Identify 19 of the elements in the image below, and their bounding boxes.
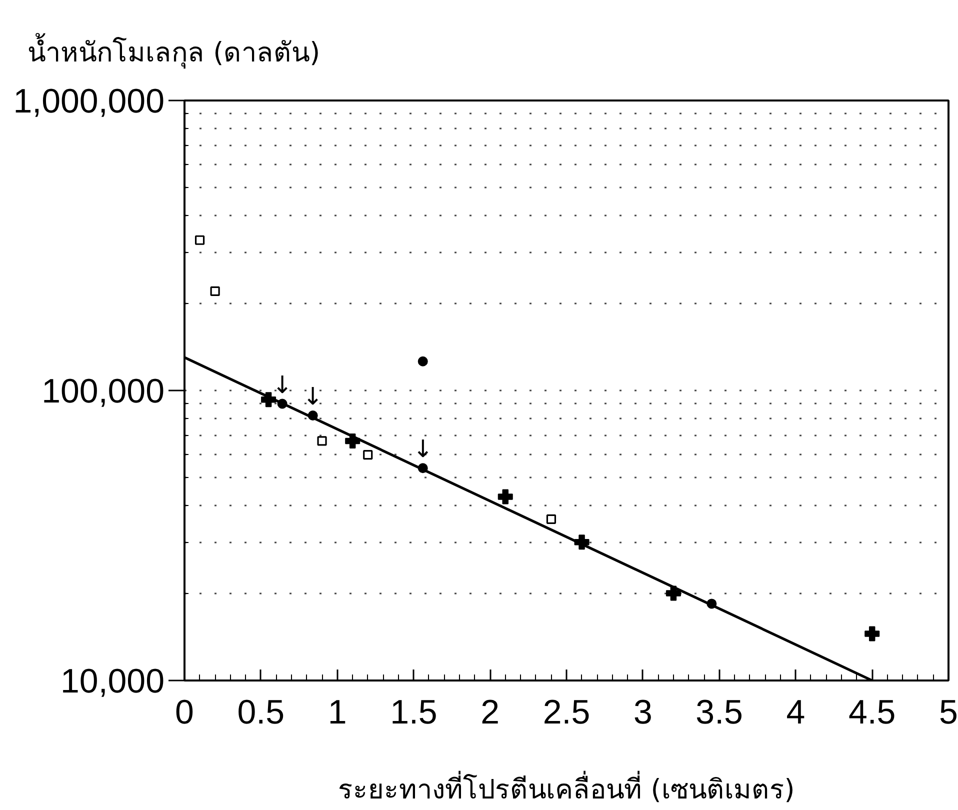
x-tick-label: 0.5 [237, 694, 285, 732]
x-tick-label: 2 [480, 694, 500, 732]
y-tick-label: 1,000,000 [13, 82, 165, 120]
annotation: ↓ [272, 370, 292, 399]
annotation: ↓ [412, 435, 433, 464]
x-axis-title: ระยะทางที่โปรตีนเคลื่อนที่ (เซนติเมตร) [338, 770, 795, 806]
y-tick-label: 10,000 [60, 662, 165, 700]
y-tick-label: 100,000 [42, 372, 165, 410]
x-tick-label: 1 [328, 694, 347, 732]
annotation: ↓ [302, 382, 323, 410]
x-tick-label: 0 [175, 694, 194, 732]
x-tick-label: 1.5 [390, 694, 438, 732]
x-tick-label: 3.5 [696, 694, 743, 732]
x-tick-label: 5 [939, 694, 958, 732]
x-tick-label: 3 [633, 694, 652, 732]
y-axis-title: น้ำหนักโมเลกุล (ดาลตัน) [28, 32, 320, 70]
x-tick-label: 4 [786, 694, 806, 732]
x-tick-label: 4.5 [848, 694, 896, 732]
x-tick-label: 2.5 [542, 694, 590, 732]
